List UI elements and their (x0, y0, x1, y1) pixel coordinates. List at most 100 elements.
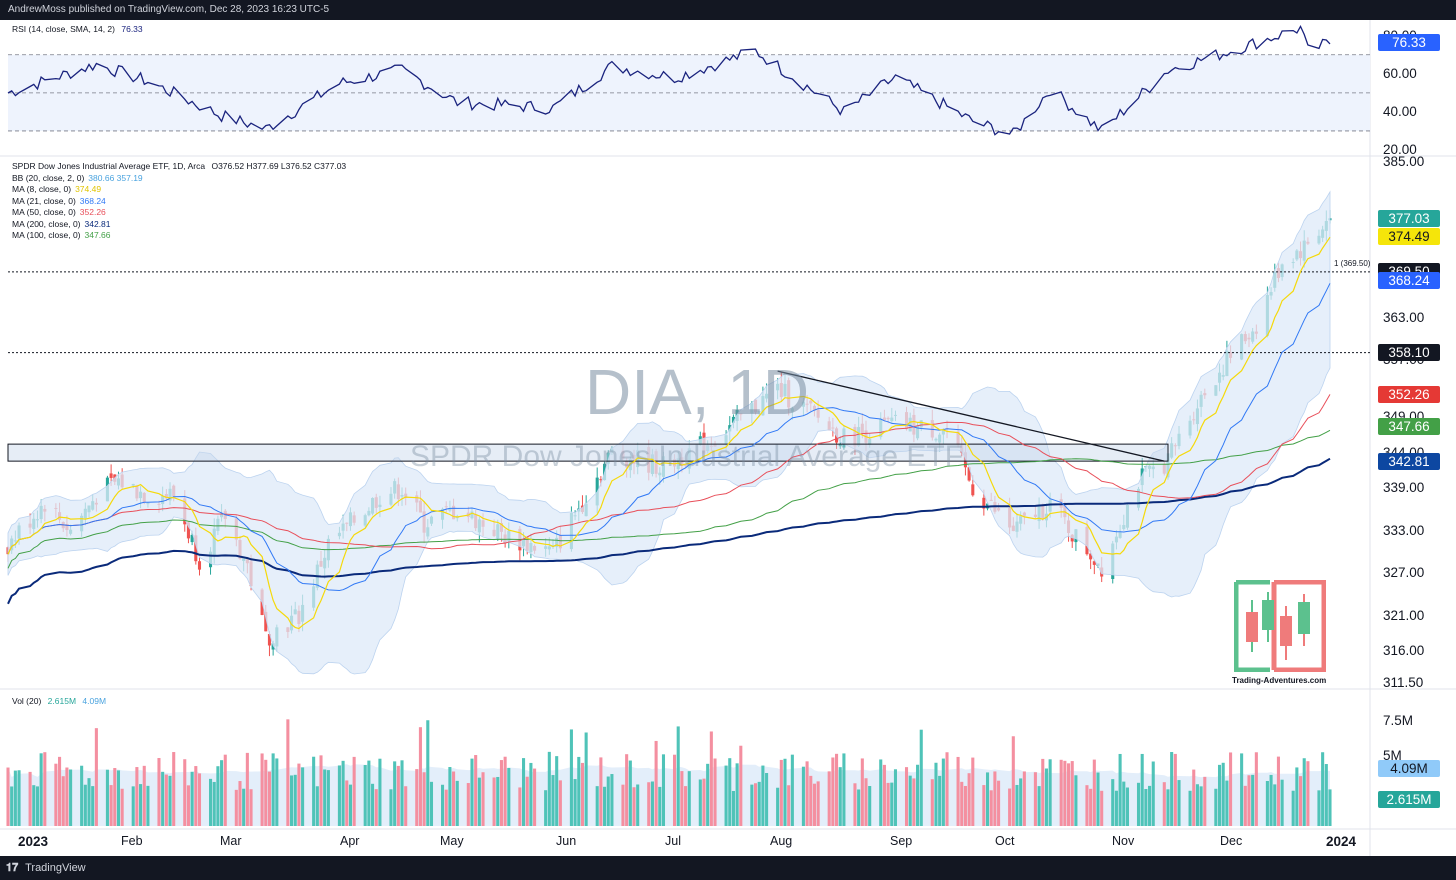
volume-bar (993, 771, 997, 826)
volume-bar (1225, 780, 1229, 826)
volume-bar (1089, 788, 1093, 826)
price-axis-label: 333.00 (1383, 522, 1425, 538)
volume-bar (1302, 758, 1306, 826)
volume-axis-label: 5M (1383, 748, 1402, 763)
volume-bar (61, 776, 65, 826)
volume-bar (345, 780, 349, 826)
volume-bar (301, 767, 305, 826)
tradingview-footer: 𝟏𝟕 TradingView (0, 856, 1456, 880)
candle-body (606, 452, 610, 464)
volume-bar (271, 753, 275, 826)
volume-bar (293, 774, 297, 826)
volume-bar (908, 775, 912, 826)
volume-bar (315, 786, 319, 826)
volume-bar (249, 789, 253, 826)
volume-bar (444, 789, 448, 826)
indicator-values: 347.66 (84, 230, 111, 240)
volume-bar (492, 777, 496, 826)
volume-bar (1011, 736, 1015, 826)
volume-bar (290, 775, 294, 826)
volume-bar (1199, 786, 1203, 826)
volume-bar (1221, 762, 1225, 826)
volume-bar (393, 761, 397, 826)
volume-bar (827, 771, 831, 826)
volume-bar (938, 775, 942, 826)
indicator-label: BB (20, close, 2, 0) (12, 172, 85, 183)
volume-bar (94, 728, 98, 826)
volume-bar (164, 774, 168, 826)
volume-bar (58, 756, 62, 826)
volume-bar (805, 761, 809, 826)
rsi-value-tag: 76.33 (1378, 34, 1440, 52)
candle-body (190, 534, 194, 543)
volume-bar (960, 781, 964, 826)
candle-body (1089, 553, 1093, 560)
volume-bar (1251, 774, 1255, 826)
volume-bar (1240, 753, 1244, 826)
volume-bar (1273, 784, 1277, 826)
volume-bar (496, 776, 500, 826)
time-axis-label: Feb (121, 834, 143, 848)
time-axis-label: Jun (556, 834, 577, 848)
volume-bar (374, 789, 378, 826)
volume-bar (547, 751, 551, 826)
volume-bar (260, 753, 264, 826)
volume-bar (1317, 790, 1321, 826)
volume-bar (1177, 780, 1181, 826)
candle-body (967, 467, 971, 481)
volume-bar (275, 758, 279, 826)
volume-bar (212, 781, 216, 826)
publisher-bar: AndrewMoss published on TradingView.com,… (0, 0, 1456, 20)
volume-bar (569, 729, 573, 826)
indicator-values: 374.49 (75, 184, 102, 194)
volume-bar (91, 786, 95, 826)
volume-bar (816, 781, 820, 826)
volume-bar (724, 765, 728, 826)
volume-bar (371, 783, 375, 826)
volume-bar (971, 757, 975, 826)
candle-body (109, 473, 113, 478)
volume-bar (868, 786, 872, 826)
volume-bar (1265, 780, 1269, 826)
volume-bar (418, 727, 422, 826)
volume-bar (1243, 785, 1247, 826)
volume-bar (912, 778, 916, 826)
volume-bar (234, 789, 238, 826)
volume-ma-area (8, 764, 1330, 826)
rsi-legend-label: RSI (14, close, SMA, 14, 2) (12, 24, 115, 34)
price-axis-label: 327.00 (1383, 565, 1425, 581)
volume-bar (558, 780, 562, 826)
volume-bar (750, 784, 754, 826)
ma21-line (7, 283, 1331, 592)
volume-bar (1048, 759, 1052, 826)
indicator-legend-row: MA (21, close, 0) 368.24 (12, 196, 346, 208)
volume-bar (584, 732, 588, 826)
volume-bar (544, 790, 548, 826)
candle-body (194, 535, 198, 562)
volume-bar (650, 781, 654, 826)
volume-bar (1247, 775, 1251, 826)
volume-bar (1118, 753, 1122, 826)
indicator-label: MA (21, close, 0) (12, 195, 76, 206)
volume-bar (1140, 753, 1144, 826)
volume-bar (1096, 772, 1100, 826)
volume-bar (83, 784, 87, 826)
volume-bar (389, 789, 393, 826)
volume-bar (860, 758, 864, 826)
volume-bar (636, 784, 640, 826)
volume-bar (709, 731, 713, 826)
volume-bar (765, 772, 769, 826)
volume-bar (882, 764, 886, 826)
volume-bar (1037, 786, 1041, 826)
indicator-values: 352.26 (79, 207, 106, 217)
volume-bar (131, 786, 135, 826)
volume-bar (1151, 761, 1155, 826)
rsi-axis-label: 20.00 (1383, 142, 1417, 157)
volume-bar (1122, 781, 1126, 826)
volume-bar (54, 763, 58, 826)
indicator-legend-row: MA (100, close, 0) 347.66 (12, 230, 346, 242)
volume-bar (893, 769, 898, 826)
volume-bar (28, 771, 32, 826)
tradingview-logo-icon: 𝟏𝟕 (6, 862, 19, 874)
volume-bar (312, 756, 316, 826)
